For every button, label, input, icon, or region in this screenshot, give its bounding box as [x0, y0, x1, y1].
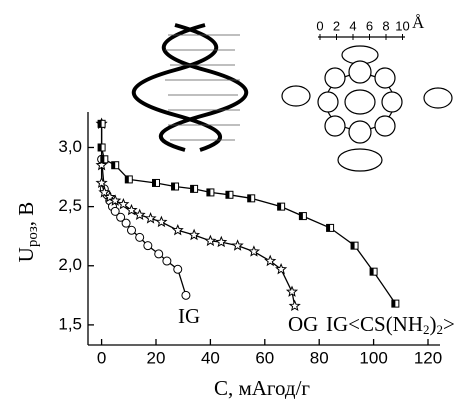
x-tick-label: 60: [255, 348, 274, 367]
point-fill: [277, 203, 282, 211]
x-tick-label: 120: [414, 348, 442, 367]
point-fill: [326, 224, 331, 232]
point: [162, 256, 172, 266]
x-axis-label: C, мАгод/г: [214, 376, 310, 400]
point: [110, 206, 120, 216]
point: [264, 254, 277, 267]
point: [98, 186, 111, 198]
inset-scale-label: 8: [382, 18, 389, 33]
y-axis-label-part: роз: [25, 226, 41, 247]
point: [173, 264, 183, 274]
point-fill: [370, 268, 374, 276]
x-tick-label: 40: [201, 348, 220, 367]
series-label-part: >: [443, 312, 455, 336]
point-fill: [225, 191, 230, 199]
point-fill: [152, 179, 156, 187]
inset-scale-label: 4: [349, 18, 356, 33]
point-fill: [111, 161, 116, 169]
point: [171, 223, 184, 236]
point: [127, 225, 137, 235]
series-line: [100, 123, 296, 307]
point: [116, 212, 126, 222]
series-label-part: ): [430, 312, 437, 336]
y-tick-label: 3,0: [58, 137, 82, 156]
point: [109, 194, 122, 206]
y-axis-label: Uроз, В: [14, 202, 42, 263]
point: [181, 290, 191, 300]
point: [143, 241, 153, 251]
point-fill: [125, 175, 129, 183]
point-fill: [391, 300, 396, 308]
point: [95, 176, 108, 189]
point: [188, 228, 201, 241]
series-label: IG: [178, 304, 200, 328]
point-fill: [171, 183, 176, 191]
point-fill: [299, 212, 303, 220]
point-fill: [100, 155, 105, 163]
series-label-part: IG: [178, 304, 200, 328]
inset-scale-unit: Å: [412, 13, 425, 32]
point-fill: [190, 185, 195, 193]
series-label-part: 2: [437, 322, 444, 337]
point: [133, 208, 146, 220]
point-fill: [247, 194, 252, 202]
point: [231, 239, 244, 251]
y-tick-label: 2,0: [58, 255, 82, 274]
x-tick-label: 100: [359, 348, 387, 367]
inset-scale-label: 0: [316, 18, 323, 33]
point: [95, 158, 108, 171]
inset-scale-label: 10: [395, 18, 409, 33]
point: [125, 203, 138, 216]
series-label-part: 2: [423, 322, 430, 337]
point: [144, 212, 157, 224]
series-label-part: OG: [288, 312, 318, 336]
point: [275, 262, 288, 275]
point: [288, 299, 301, 312]
inset-scale-label: 6: [366, 18, 373, 33]
y-tick-label: 2,5: [58, 196, 82, 215]
point-fill: [206, 188, 211, 196]
inset-scale-label: 2: [333, 18, 340, 33]
series-label: OG: [288, 312, 318, 336]
point: [155, 215, 168, 228]
y-tick-label: 1,5: [58, 314, 82, 333]
molecule-inset: [281, 36, 453, 172]
point-fill: [351, 242, 355, 250]
point: [215, 235, 228, 248]
y-axis-label-part: U: [14, 247, 38, 262]
helix-inset: [131, 23, 249, 152]
x-tick-label: 20: [147, 348, 166, 367]
series-label-part: IG<CS(NH: [326, 312, 423, 336]
point-fill: [98, 120, 102, 128]
point: [117, 197, 130, 210]
point: [247, 245, 261, 257]
x-tick-label: 0: [97, 348, 106, 367]
point: [135, 232, 145, 242]
point: [204, 234, 217, 247]
point: [121, 218, 131, 228]
point: [285, 285, 299, 297]
x-tick-label: 80: [310, 348, 329, 367]
series-label: IG<CS(NH2)2>: [326, 312, 455, 337]
point-fill: [98, 143, 102, 151]
point: [154, 249, 164, 259]
y-axis-label-part: , В: [14, 202, 38, 227]
